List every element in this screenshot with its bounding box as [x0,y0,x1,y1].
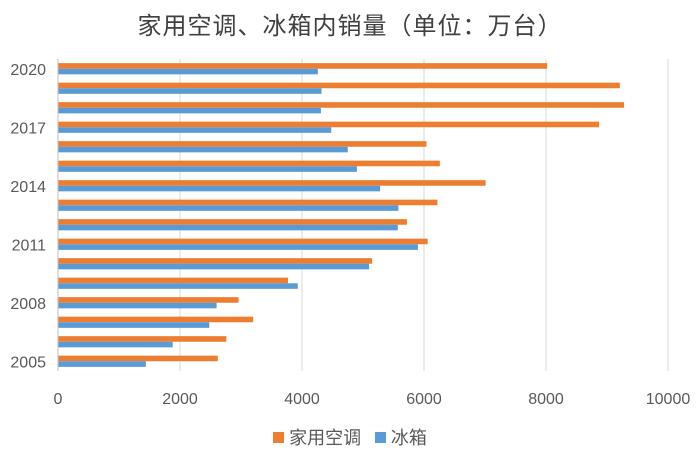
bar-refrigerator [58,263,370,270]
bar-refrigerator [58,244,418,250]
bar-refrigerator [58,302,217,309]
bar-air-conditioner [58,297,239,303]
y-tick-label: 2008 [10,296,46,313]
bar-air-conditioner [58,258,373,264]
legend-swatch-fridge [374,432,386,443]
bar-refrigerator [58,224,398,231]
bar-air-conditioner [58,121,600,128]
x-tick-label: 0 [54,391,63,408]
x-tick-label: 2000 [162,391,198,408]
bar-air-conditioner [58,336,227,342]
x-tick-label: 8000 [528,391,564,408]
legend: 家用空调 冰箱 [0,424,700,450]
legend-swatch-ac [273,432,285,443]
y-tick-label: 2011 [12,237,47,254]
legend-item-fridge: 冰箱 [374,424,427,450]
bar-air-conditioner [58,180,486,186]
bar-air-conditioner [58,355,218,362]
bar-refrigerator [58,146,348,153]
y-tick-label: 2017 [10,120,46,137]
bar-air-conditioner [58,238,428,245]
bar-refrigerator [58,361,146,367]
bar-refrigerator [58,341,173,348]
bar-air-conditioner [58,199,438,206]
bar-refrigerator [58,205,399,211]
x-tick-label: 6000 [406,391,442,408]
bar-refrigerator [58,283,298,289]
bar-refrigerator [58,185,381,192]
bar-air-conditioner [58,141,427,147]
bar-air-conditioner [58,277,288,284]
legend-item-ac: 家用空调 [273,424,361,450]
y-tick-label: 2005 [10,354,46,371]
bar-air-conditioner [58,82,620,89]
bar-air-conditioner [58,160,440,167]
bar-refrigerator [58,166,357,172]
bar-refrigerator [58,88,322,94]
bar-refrigerator [58,127,332,133]
bar-refrigerator [58,107,321,114]
x-tick-label: 10000 [646,391,691,408]
y-tick-label: 2014 [10,179,46,196]
bar-refrigerator [58,68,318,75]
x-tick-label: 4000 [284,391,320,408]
bar-air-conditioner [58,316,254,323]
bar-refrigerator [58,322,210,328]
legend-label-fridge: 冰箱 [390,428,427,449]
bar-air-conditioner [58,102,625,108]
bar-air-conditioner [58,63,548,69]
y-tick-label: 2020 [10,62,46,79]
bar-air-conditioner [58,219,407,225]
legend-label-ac: 家用空调 [289,428,362,449]
chart-title: 家用空调、冰箱内销量（单位：万台） [137,12,563,40]
